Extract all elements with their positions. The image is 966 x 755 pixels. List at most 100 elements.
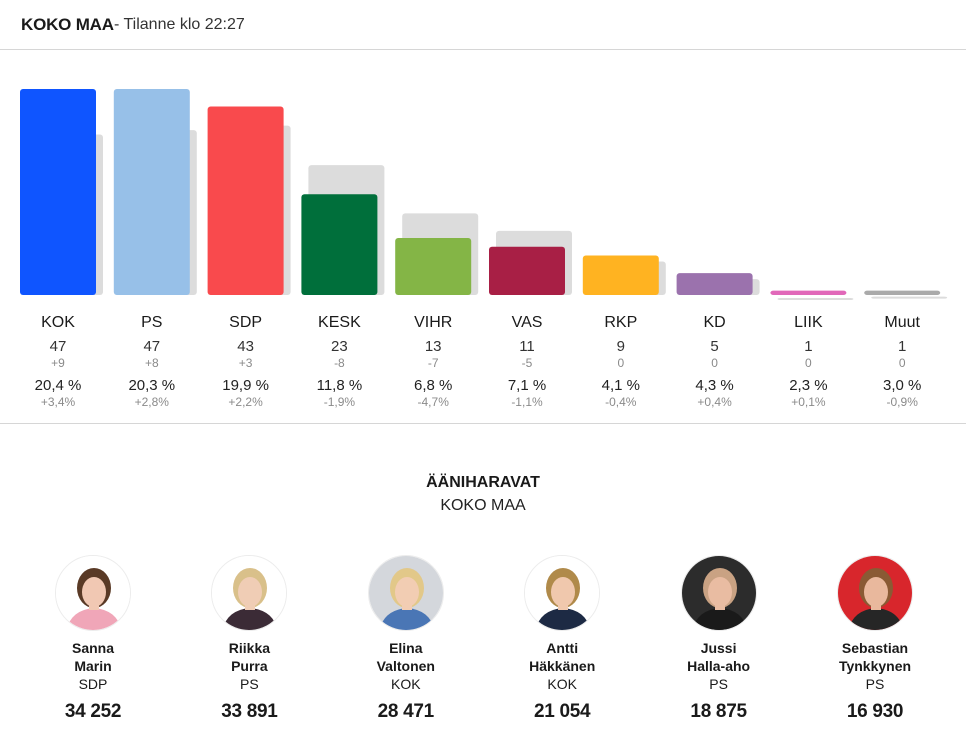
- bar-ps: [113, 89, 190, 295]
- seat-count-vas: 11: [519, 338, 535, 355]
- candidate-card[interactable]: Sebastian Tynkkynen PS 16 930: [797, 555, 953, 723]
- candidate-party: PS: [240, 676, 259, 692]
- tick-label-rkp: RKP: [604, 314, 637, 331]
- seat-change-vas: -5: [522, 356, 533, 370]
- seat-change-kd: 0: [711, 356, 718, 370]
- tick-label-sdp: SDP: [229, 314, 262, 331]
- tick-label-liik: LIIK: [794, 314, 823, 331]
- candidate-card[interactable]: Sanna Marin SDP 34 252: [15, 555, 171, 723]
- divider: [0, 423, 966, 424]
- tick-label-vas: VAS: [512, 314, 543, 331]
- seat-change-muut: 0: [899, 356, 906, 370]
- seat-count-kesk: 23: [331, 338, 348, 355]
- candidate-first-name: Sebastian: [841, 640, 909, 656]
- candidate-first-name: Elina: [389, 640, 423, 656]
- share-change-kok: +3,4%: [41, 395, 76, 409]
- seat-change-kok: +9: [51, 356, 65, 370]
- avatar: [211, 555, 288, 631]
- candidate-last-name: Valtonen: [376, 658, 435, 674]
- prev-bar-muut: [871, 296, 948, 299]
- seat-count-kok: 47: [50, 338, 67, 355]
- prev-bar-liik: [777, 298, 854, 300]
- bar-kesk: [301, 194, 378, 295]
- candidate-last-name: Halla-aho: [687, 658, 751, 674]
- vote-share-muut: 3,0 %: [883, 377, 921, 394]
- candidate-first-name: Riikka: [228, 640, 271, 656]
- status-time: - Tilanne klo 22:27: [114, 16, 245, 33]
- share-change-liik: +0,1%: [791, 395, 826, 409]
- tick-label-muut: Muut: [884, 314, 920, 331]
- bar-kd: [676, 273, 753, 295]
- candidate-first-name: Antti: [546, 640, 579, 656]
- candidate-card[interactable]: Riikka Purra PS 33 891: [171, 555, 327, 723]
- share-change-muut: -0,9%: [887, 395, 919, 409]
- avatar: [367, 555, 444, 631]
- candidate-votes: 28 471: [377, 701, 435, 722]
- bar-vas: [489, 246, 565, 295]
- candidate-card[interactable]: Elina Valtonen KOK 28 471: [328, 555, 484, 723]
- avatar: [837, 555, 913, 631]
- candidate-first-name: Sanna: [71, 640, 114, 656]
- seat-count-vihr: 13: [425, 338, 442, 355]
- share-change-vas: -1,1%: [511, 395, 543, 409]
- page-title: KOKO MAA: [21, 15, 114, 34]
- tick-label-ps: PS: [141, 314, 162, 331]
- candidate-party: KOK: [391, 676, 421, 692]
- candidate-votes: 16 930: [846, 701, 904, 722]
- seat-change-sdp: +3: [239, 356, 253, 370]
- seat-change-vihr: -7: [428, 356, 439, 370]
- top-candidates-subtitle: KOKO MAA: [440, 497, 526, 514]
- share-change-kd: +0,4%: [697, 395, 732, 409]
- candidate-party: KOK: [547, 676, 577, 692]
- share-change-ps: +2,8%: [135, 395, 170, 409]
- candidate-party: PS: [865, 676, 885, 692]
- candidate-votes: 34 252: [64, 701, 122, 722]
- seat-count-ps: 47: [143, 338, 160, 355]
- seat-change-liik: 0: [805, 356, 812, 370]
- vote-share-liik: 2,3 %: [789, 377, 827, 394]
- seat-count-kd: 5: [710, 338, 718, 355]
- seat-change-ps: +8: [145, 356, 159, 370]
- share-change-sdp: +2,2%: [228, 395, 263, 409]
- candidate-party: SDP: [78, 676, 108, 692]
- bar-sdp: [207, 106, 284, 295]
- candidate-card[interactable]: Antti Häkkänen KOK 21 054: [484, 555, 640, 723]
- vote-share-ps: 20,3 %: [128, 377, 175, 394]
- seat-count-sdp: 43: [237, 338, 254, 355]
- candidate-last-name: Tynkkynen: [838, 658, 912, 674]
- bar-vihr: [395, 238, 472, 295]
- share-change-vihr: -4,7%: [418, 395, 450, 409]
- candidate-party: PS: [709, 676, 728, 692]
- candidate-card[interactable]: Jussi Halla-aho PS 18 875: [641, 555, 797, 723]
- vote-share-sdp: 19,9 %: [222, 377, 269, 394]
- bar-kok: [20, 89, 96, 295]
- candidate-last-name: Marin: [74, 658, 112, 674]
- vote-share-vas: 7,1 %: [508, 377, 546, 394]
- top-candidates-title: ÄÄNIHARAVAT: [426, 474, 540, 491]
- seat-count-muut: 1: [898, 338, 906, 355]
- tick-label-kok: KOK: [41, 314, 75, 331]
- tick-label-vihr: VIHR: [414, 314, 452, 331]
- avatar: [680, 555, 757, 631]
- seat-change-kesk: -8: [334, 356, 345, 370]
- avatar: [55, 555, 131, 631]
- candidate-votes: 33 891: [221, 701, 278, 722]
- share-change-kesk: -1,9%: [324, 395, 356, 409]
- seat-count-rkp: 9: [617, 338, 625, 355]
- share-change-rkp: -0,4%: [605, 395, 637, 409]
- tick-label-kd: KD: [703, 314, 725, 331]
- candidate-last-name: Häkkänen: [529, 658, 596, 674]
- bar-rkp: [582, 255, 659, 295]
- vote-share-kesk: 11,8 %: [317, 377, 363, 394]
- avatar: [524, 555, 601, 631]
- header: KOKO MAA - Tilanne klo 22:27: [0, 0, 966, 50]
- bar-liik: [770, 290, 847, 295]
- seat-change-rkp: 0: [617, 356, 624, 370]
- tick-label-kesk: KESK: [318, 314, 361, 331]
- candidate-last-name: Purra: [231, 658, 268, 674]
- vote-share-rkp: 4,1 %: [602, 377, 640, 394]
- vote-share-kd: 4,3 %: [695, 377, 733, 394]
- vote-share-vihr: 6,8 %: [414, 377, 452, 394]
- vote-share-kok: 20,4 %: [35, 377, 82, 394]
